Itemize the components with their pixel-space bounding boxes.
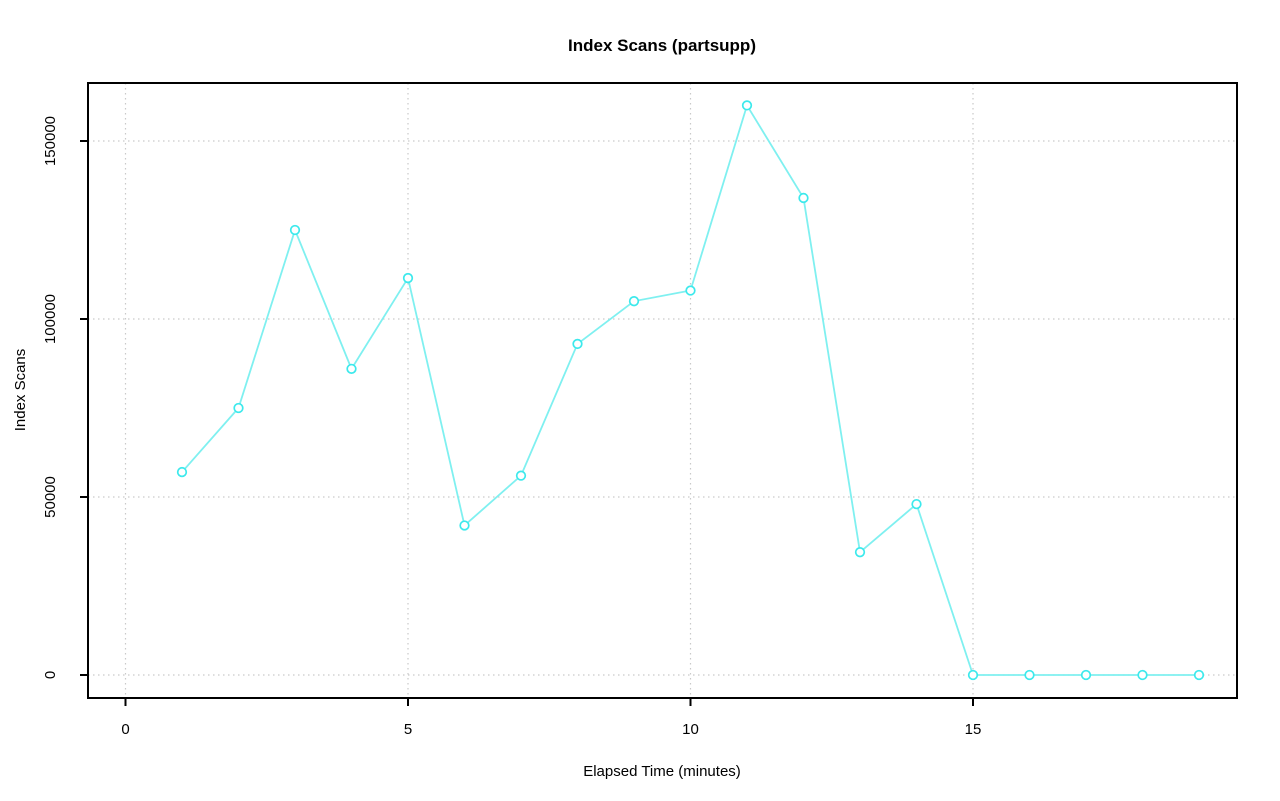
data-point-marker: [176, 466, 188, 478]
x-tick-label: 0: [121, 721, 129, 738]
data-point-marker: [854, 547, 866, 558]
data-point-marker: [233, 402, 244, 414]
data-point-marker: [346, 363, 357, 374]
data-point-marker: [1080, 669, 1092, 681]
data-point-marker: [628, 296, 640, 307]
plot-box: [87, 82, 1238, 699]
y-tick-label: 0: [42, 671, 59, 679]
axis-layer: 0 50000 100000 150000 0 5 10 15: [42, 82, 1238, 738]
x-axis-label: Elapsed Time (minutes): [583, 763, 741, 780]
line-series: [176, 100, 1205, 681]
grid-layer: [88, 83, 1237, 698]
series-line: [181, 103, 1199, 676]
data-point-marker: [572, 338, 583, 350]
data-point-marker: [289, 224, 301, 236]
y-tick-label: 100000: [42, 294, 59, 344]
chart-title: Index Scans (partsupp): [568, 36, 756, 55]
data-point-marker: [402, 272, 414, 284]
x-tick-label: 15: [965, 721, 982, 738]
data-point-marker: [1024, 669, 1035, 681]
y-tick-label: 150000: [42, 116, 59, 166]
data-point-marker: [741, 100, 753, 111]
data-point-marker: [798, 192, 809, 204]
data-point-marker: [911, 498, 922, 510]
data-point-marker: [1193, 669, 1205, 681]
data-point-marker: [967, 669, 979, 681]
data-point-marker: [685, 285, 696, 296]
x-tick-label: 5: [404, 721, 412, 738]
data-point-marker: [459, 520, 470, 531]
y-tick-label: 50000: [42, 476, 59, 518]
data-point-marker: [1137, 669, 1148, 681]
data-point-marker: [515, 470, 527, 481]
x-tick-label: 10: [682, 721, 699, 738]
y-axis-label: Index Scans: [12, 349, 29, 432]
